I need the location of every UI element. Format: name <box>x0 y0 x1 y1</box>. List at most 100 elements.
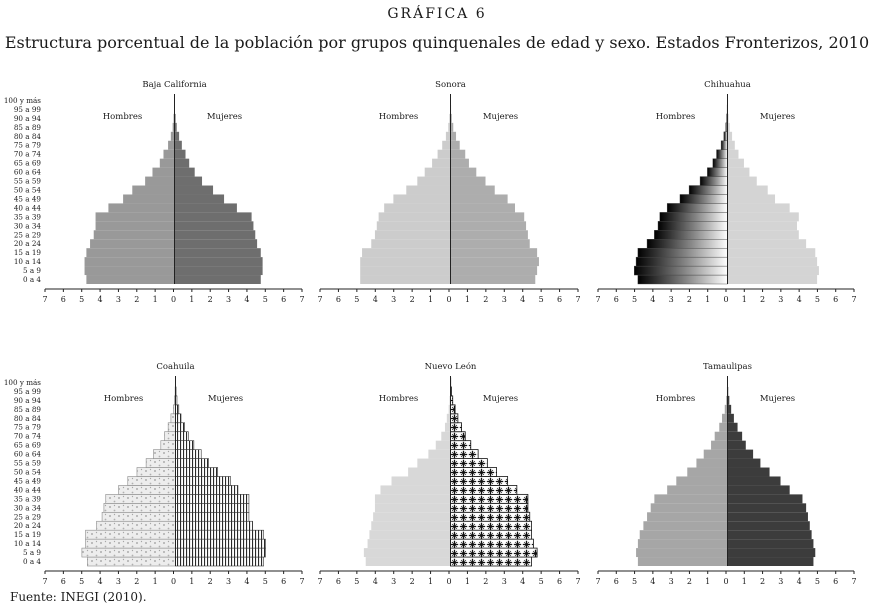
bar-mujeres <box>727 395 730 405</box>
bar-hombres <box>719 422 728 432</box>
bar-hombres <box>696 458 728 468</box>
x-tick-label: 4 <box>373 295 378 304</box>
bar-mujeres <box>450 529 532 540</box>
age-label: 50 a 54 <box>14 186 42 195</box>
age-label: 85 a 89 <box>14 405 42 414</box>
bar-mujeres <box>450 511 531 522</box>
bar-mujeres <box>450 158 469 168</box>
bar-mujeres <box>727 194 776 204</box>
bar-hombres <box>712 158 728 168</box>
bar-hombres <box>724 404 728 414</box>
bar-mujeres <box>450 113 452 123</box>
bar-hombres <box>659 212 728 222</box>
x-tick-label: 5 <box>79 577 84 586</box>
x-tick-label: 5 <box>815 577 820 586</box>
age-label: 35 a 39 <box>14 212 42 221</box>
x-tick-label: 6 <box>281 295 286 304</box>
x-tick-label: 6 <box>557 577 562 586</box>
age-label: 95 a 99 <box>14 105 42 114</box>
bar-mujeres <box>174 140 182 150</box>
bar-hombres <box>87 556 176 567</box>
bar-hombres <box>650 503 728 513</box>
bar-hombres <box>448 122 451 132</box>
x-tick-label: 7 <box>851 577 856 586</box>
x-tick-label: 7 <box>299 577 304 586</box>
x-tick-label: 6 <box>557 295 562 304</box>
bar-hombres <box>127 476 176 486</box>
bar-hombres <box>449 113 451 123</box>
age-label: 80 a 84 <box>14 132 42 141</box>
x-tick-label: 2 <box>483 577 488 586</box>
bar-mujeres <box>450 140 460 150</box>
bar-mujeres <box>174 185 214 195</box>
right-series-label: Mujeres <box>760 394 795 404</box>
bar-hombres <box>679 194 728 204</box>
bar-mujeres <box>450 149 466 159</box>
bar-mujeres <box>727 239 807 249</box>
x-tick-label: 6 <box>61 295 66 304</box>
chart-title: Sonora <box>435 80 466 90</box>
bar-mujeres <box>175 511 250 522</box>
x-tick-label: 2 <box>410 577 415 586</box>
bar-mujeres <box>450 413 459 424</box>
bar-hombres <box>86 248 175 258</box>
bar-hombres <box>85 529 176 540</box>
bar-mujeres <box>174 131 180 141</box>
bar-hombres <box>374 503 451 513</box>
bar-hombres <box>635 256 728 267</box>
bar-mujeres <box>727 185 768 195</box>
bar-hombres <box>84 257 175 267</box>
x-tick-label: 1 <box>428 577 433 586</box>
bar-mujeres <box>727 203 790 213</box>
age-label: 10 a 14 <box>14 257 42 266</box>
bar-hombres <box>654 494 728 504</box>
x-tick-label: 5 <box>632 577 637 586</box>
bar-mujeres <box>727 275 818 284</box>
right-series-label: Mujeres <box>760 112 795 122</box>
left-series-label: Hombres <box>379 394 419 404</box>
x-tick-label: 2 <box>760 295 765 304</box>
x-tick-label: 5 <box>79 295 84 304</box>
bar-hombres <box>666 203 728 213</box>
bar-mujeres <box>450 556 532 567</box>
pyramid-tamaulipas: Tamaulipas Hombres Mujeres 7 6 5 4 3 2 1 0 1 2 3 4 5 6 7 <box>595 362 856 586</box>
bar-mujeres <box>727 422 738 432</box>
age-label: 75 a 79 <box>14 141 42 150</box>
bar-hombres <box>687 467 728 477</box>
age-label: 45 a 49 <box>14 476 42 485</box>
bar-hombres <box>159 158 175 168</box>
bar-hombres <box>378 212 451 222</box>
bar-mujeres <box>450 547 538 558</box>
bar-hombres <box>639 530 728 540</box>
bar-mujeres <box>450 167 477 177</box>
bar-hombres <box>408 467 451 477</box>
bar-hombres <box>688 185 728 195</box>
age-label: 60 a 64 <box>14 450 42 459</box>
chart-title: Baja California <box>142 80 206 90</box>
x-tick-label: 2 <box>134 295 139 304</box>
bar-mujeres <box>727 431 743 441</box>
bar-mujeres <box>175 494 250 504</box>
bar-hombres <box>145 176 175 186</box>
bar-hombres <box>444 422 451 432</box>
age-label: 40 a 44 <box>14 485 42 494</box>
bar-mujeres <box>450 212 525 222</box>
bar-mujeres <box>727 530 812 540</box>
age-label: 50 a 54 <box>14 468 42 477</box>
bar-hombres <box>85 538 176 549</box>
x-tick-label: 2 <box>208 577 213 586</box>
bar-mujeres <box>727 485 790 495</box>
bar-mujeres <box>450 538 534 549</box>
bar-mujeres <box>450 502 529 513</box>
bar-mujeres <box>727 503 807 513</box>
bar-hombres <box>446 413 451 423</box>
bar-hombres <box>105 494 176 504</box>
bar-hombres <box>384 203 451 213</box>
age-label: 30 a 34 <box>14 221 42 230</box>
x-tick-label: 2 <box>687 577 692 586</box>
x-tick-label: 4 <box>98 295 103 304</box>
bar-hombres <box>442 140 451 150</box>
x-tick-label: 0 <box>723 577 728 586</box>
bar-mujeres <box>727 458 761 468</box>
